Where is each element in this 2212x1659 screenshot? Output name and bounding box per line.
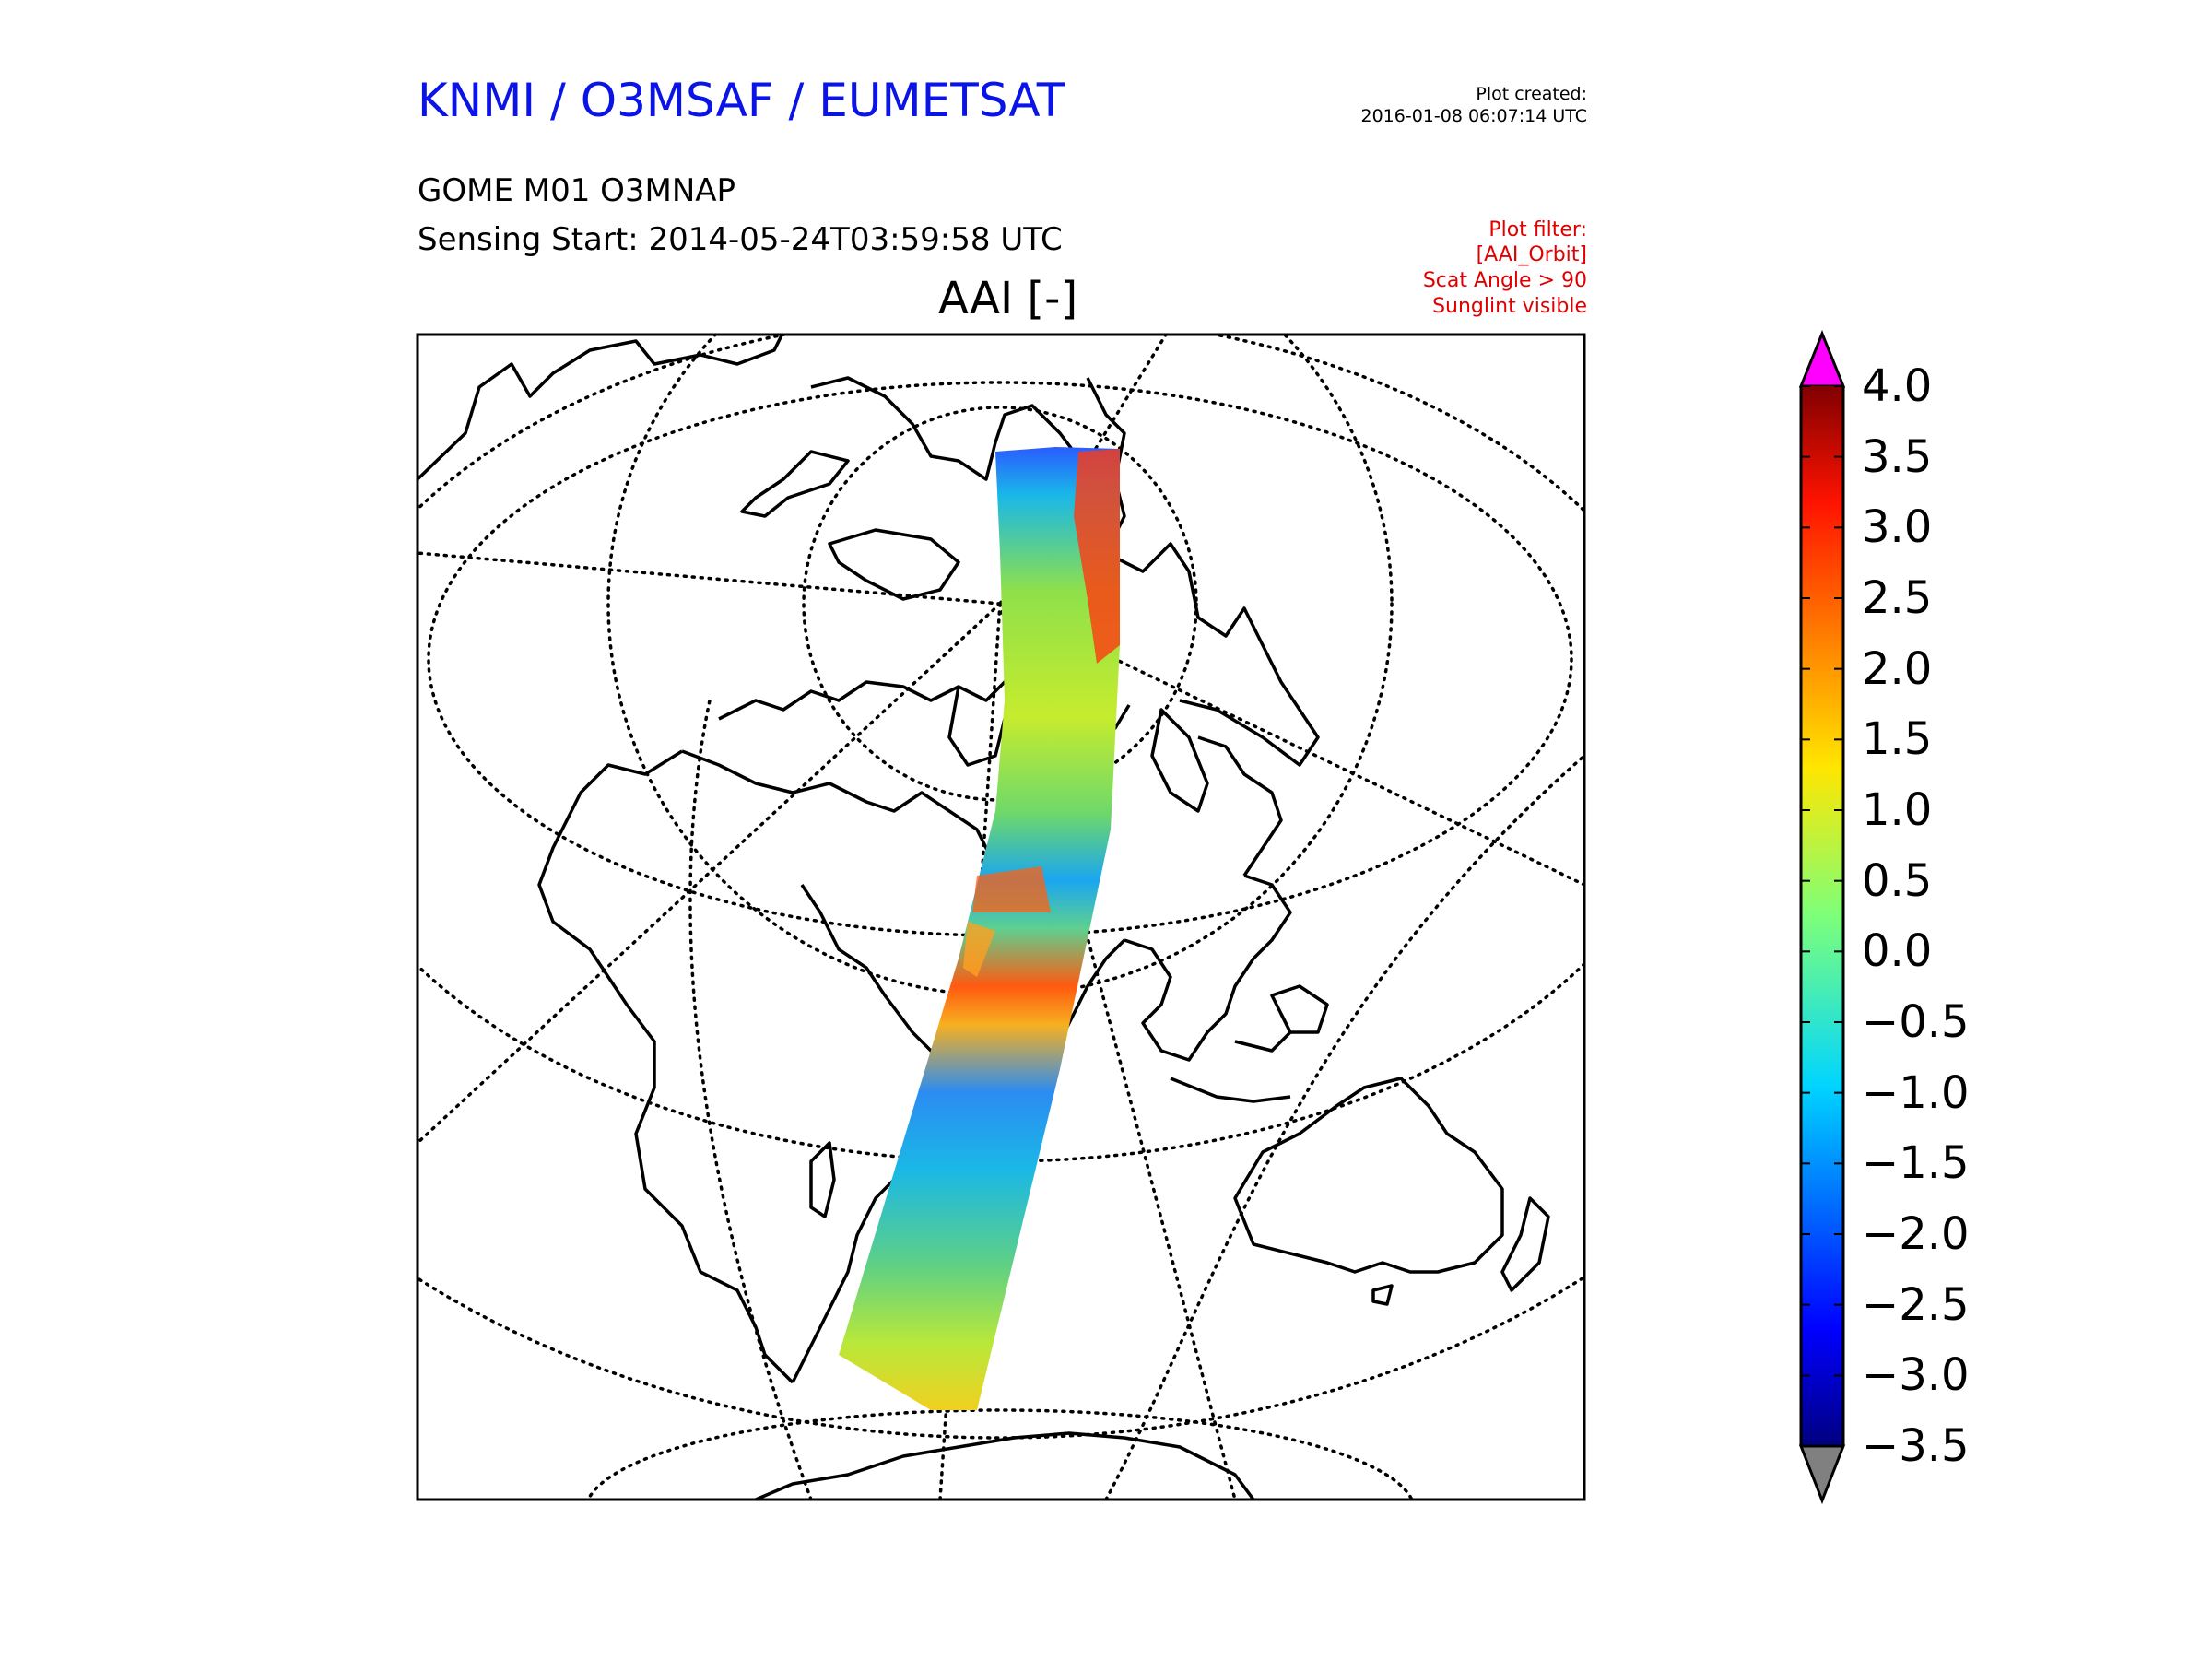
meridian-7	[688, 699, 813, 1500]
tasmania	[1371, 1284, 1394, 1306]
colorbar-under-extension	[1798, 1444, 1846, 1505]
colorbar-tick-label: −1.0	[1862, 1066, 1970, 1119]
plot-created-timestamp: 2016-01-08 06:07:14 UTC	[1360, 106, 1588, 126]
antarctica	[755, 1431, 1255, 1500]
new-zealand	[1500, 1196, 1550, 1292]
plot-filter-sunglint: Sunglint visible	[1432, 295, 1587, 318]
meridian-4	[418, 602, 1002, 1145]
iberia-africa-west	[537, 749, 794, 1384]
scandinavia	[947, 686, 1006, 767]
plot-filter-scat-angle: Scat Angle > 90	[1422, 269, 1587, 292]
colorbar-tick-label: −2.0	[1862, 1208, 1970, 1260]
colorbar-tick-label: −3.5	[1862, 1420, 1970, 1472]
plot-created-label: Plot created:	[1476, 84, 1587, 104]
north-america-coast	[418, 335, 784, 481]
australia	[1233, 1077, 1504, 1274]
southeast-asia	[1124, 874, 1292, 1062]
arctic-islands	[810, 376, 1107, 481]
greenland-coast	[740, 450, 850, 518]
colorbar-ticks	[1801, 385, 1843, 1447]
colorbar-tick-label: 3.0	[1862, 501, 1933, 554]
colorbar-tick-label: −1.5	[1862, 1137, 1970, 1190]
kamchatka	[1150, 708, 1209, 813]
colorbar-tick-label: −3.0	[1862, 1349, 1970, 1402]
variable-title: AAI [-]	[938, 273, 1078, 324]
plot-filter-aai-orbit: [AAI_Orbit]	[1476, 243, 1587, 266]
sensing-start: Sensing Start: 2014-05-24T03:59:58 UTC	[418, 221, 1063, 258]
borneo	[1270, 984, 1329, 1034]
meridian-2	[998, 602, 1237, 1500]
plot-filter-heading: Plot filter:	[1488, 218, 1587, 241]
title-knmi-o3msaf-eumetsat: KNMI / O3MSAF / EUMETSAT	[418, 74, 1065, 127]
colorbar-tick-label: −0.5	[1862, 996, 1970, 1048]
product-name: GOME M01 O3MNAP	[418, 172, 736, 209]
colorbar-tick-label: 3.5	[1862, 430, 1933, 483]
colorbar-tick-label: 0.0	[1862, 925, 1933, 978]
meridian-6	[418, 551, 1002, 606]
colorbar-tick-label: 2.0	[1862, 642, 1933, 695]
map-frame	[416, 333, 1586, 1501]
colorbar-tick-label: 2.5	[1862, 572, 1933, 624]
indonesia-1	[1170, 1077, 1291, 1103]
colorbar-tick-label: 1.5	[1862, 713, 1933, 766]
colorbar-outline	[1799, 386, 1845, 1446]
colorbar-gradient	[1801, 386, 1843, 1446]
colorbar-tick-label: 1.0	[1862, 784, 1933, 836]
madagascar	[809, 1141, 836, 1218]
colorbar-tick-label: 4.0	[1862, 360, 1933, 412]
china-coast	[1197, 735, 1283, 877]
svalbard	[828, 528, 960, 601]
mediterranean	[681, 749, 997, 904]
colorbar-tick-label: 0.5	[1862, 854, 1933, 907]
satellite-swath	[839, 447, 1120, 1410]
graticule-ring-3	[427, 381, 1573, 937]
colorbar-tick-label: −2.5	[1862, 1278, 1970, 1331]
colorbar-over-extension	[1798, 329, 1846, 388]
